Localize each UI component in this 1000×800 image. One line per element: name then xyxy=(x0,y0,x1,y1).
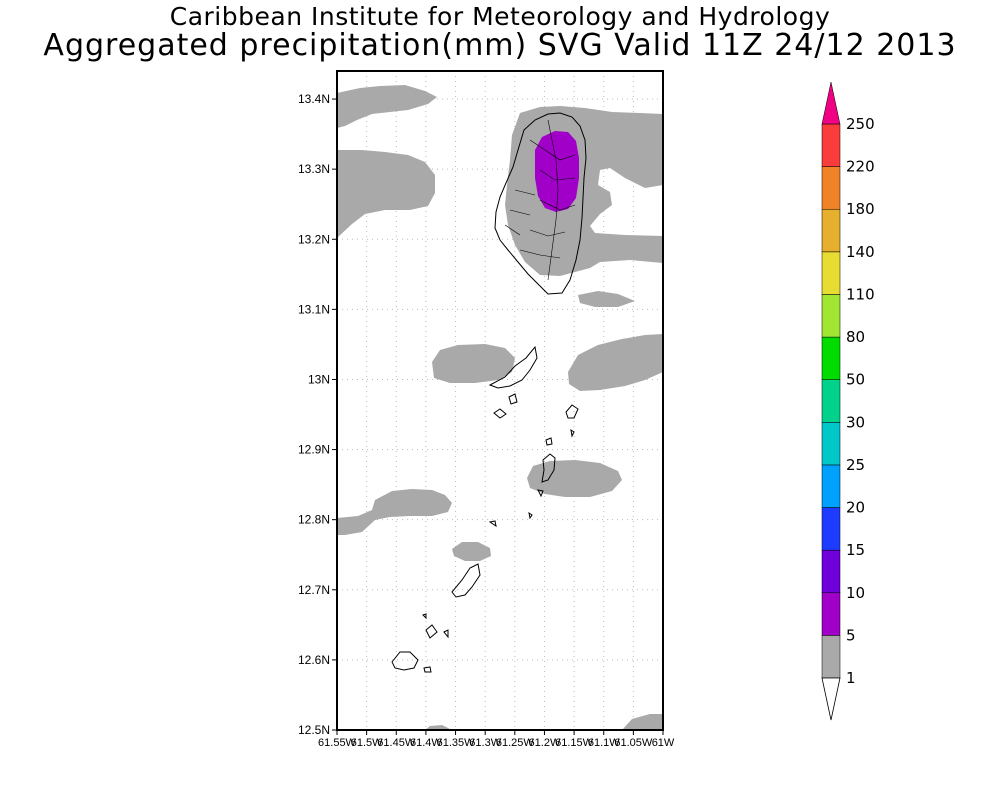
lon-tick-label: 61.55W xyxy=(318,737,357,749)
lon-tick-label: 61.2W xyxy=(529,737,561,749)
bequia-coastline xyxy=(488,345,538,389)
mustique-coastline xyxy=(493,408,507,419)
colorbar-over-arrow xyxy=(821,81,841,125)
precip-area-1-5 xyxy=(568,334,663,391)
st-vincent-drainage xyxy=(504,119,576,281)
colorbar-under-arrow xyxy=(821,677,841,721)
colorbar-label: 180 xyxy=(846,200,875,218)
colorbar-swatch xyxy=(821,507,841,551)
colorbar-label: 25 xyxy=(846,456,865,474)
colorbar-label: 220 xyxy=(846,158,875,176)
lat-tick-label: 12.8N xyxy=(298,513,330,527)
colorbar-swatch xyxy=(821,166,841,210)
lon-tick-label: 61W xyxy=(652,737,675,749)
colorbar-label: 250 xyxy=(846,115,875,133)
colorbar-swatch xyxy=(821,464,841,508)
islet-coastline xyxy=(565,404,579,419)
carriacou-coastline xyxy=(391,651,419,671)
island-coastlines xyxy=(391,112,587,673)
precip-area-1-5 xyxy=(432,344,515,383)
lat-tick-label: 12.5N xyxy=(298,723,330,737)
colorbar-swatch xyxy=(821,123,841,167)
islet-coastline xyxy=(508,393,518,405)
colorbar-label: 1 xyxy=(846,669,856,687)
map-frame xyxy=(336,70,664,731)
lon-tick-label: 61.3W xyxy=(469,737,501,749)
lat-tick-label: 12.6N xyxy=(298,653,330,667)
islet-coastline xyxy=(488,520,497,528)
colorbar-swatch xyxy=(821,336,841,380)
lon-tick-label: 61.05W xyxy=(614,737,653,749)
st-vincent-coastline xyxy=(494,112,587,295)
precip-area-1-5 xyxy=(337,85,437,128)
colorbar-swatch xyxy=(821,379,841,423)
colorbar-swatch xyxy=(821,635,841,679)
precip-layer xyxy=(337,85,663,730)
islet-coastline xyxy=(422,613,427,620)
colorbar-label: 30 xyxy=(846,413,865,431)
union-island-coastline xyxy=(451,563,481,598)
colorbar-label: 10 xyxy=(846,584,865,602)
colorbar-swatch xyxy=(821,422,841,466)
islet-coastline xyxy=(425,624,438,639)
precip-area-1-5 xyxy=(425,725,452,730)
lat-tick-label: 13.4N xyxy=(298,92,330,106)
precip-area-1-5 xyxy=(337,489,452,535)
precip-area-1-5 xyxy=(337,150,435,238)
colorbar-swatch xyxy=(821,592,841,636)
lat-tick-label: 13.3N xyxy=(298,162,330,176)
colorbar-label: 140 xyxy=(846,243,875,261)
precip-area-1-5 xyxy=(622,714,663,730)
colorbar-label: 20 xyxy=(846,499,865,517)
lat-tick-label: 13.1N xyxy=(298,302,330,316)
lon-tick-label: 61.5W xyxy=(351,737,383,749)
islet-coastline xyxy=(443,629,449,639)
longitude-axis: 61.55W61.5W61.45W61.4W61.35W61.3W61.25W6… xyxy=(318,730,675,749)
canouan-coastline xyxy=(541,453,556,483)
islet-coastline xyxy=(545,437,553,446)
colorbar-swatch xyxy=(821,208,841,253)
lat-tick-label: 12.7N xyxy=(298,583,330,597)
map-subtitle: Aggregated precipitation(mm) SVG Valid 1… xyxy=(43,28,957,63)
colorbar-label: 80 xyxy=(846,328,865,346)
islet-coastline xyxy=(528,511,533,520)
lon-tick-label: 61.25W xyxy=(496,737,535,749)
map-title: Caribbean Institute for Meteorology and … xyxy=(169,2,831,31)
islet-coastline xyxy=(423,666,432,673)
islet-coastline xyxy=(570,428,575,438)
lon-tick-label: 61.4W xyxy=(410,737,442,749)
lon-tick-label: 61.35W xyxy=(437,737,476,749)
latitude-axis: 13.4N 13.3N 13.2N 13.1N 13N 12.9N 12.8N 12.7N 12… xyxy=(298,92,337,737)
colorbar-label: 15 xyxy=(846,541,865,559)
colorbar-label: 50 xyxy=(846,371,865,389)
lat-tick-label: 12.9N xyxy=(298,443,330,457)
lon-tick-label: 61.45W xyxy=(377,737,416,749)
colorbar-swatch xyxy=(821,251,841,295)
precip-area-1-5 xyxy=(452,542,491,561)
lat-tick-label: 13.2N xyxy=(298,232,330,246)
lon-tick-label: 61.15W xyxy=(555,737,594,749)
colorbar-swatch xyxy=(821,549,841,594)
lon-tick-label: 61.1W xyxy=(588,737,620,749)
colorbar-swatch xyxy=(821,294,841,338)
islet-coastline xyxy=(537,489,544,498)
colorbar-label: 110 xyxy=(846,285,875,303)
precip-area-1-5 xyxy=(578,291,635,307)
lat-tick-label: 13N xyxy=(308,372,330,386)
precip-area-1-5 xyxy=(527,460,622,497)
colorbar-label: 5 xyxy=(846,626,856,644)
